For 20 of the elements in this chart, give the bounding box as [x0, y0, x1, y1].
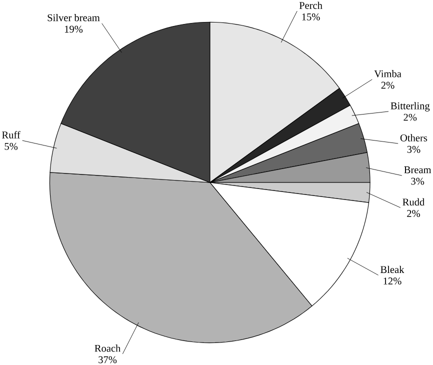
slice-label: Roach — [94, 344, 121, 352]
slice-label: Ruff — [2, 131, 20, 138]
data-label: 19% — [64, 26, 83, 33]
slice-label: Others — [400, 134, 428, 142]
slice-label: Bream — [404, 166, 432, 174]
slice-label: Perch — [299, 2, 322, 9]
data-label: 2% — [407, 210, 420, 218]
data-label: 5% — [4, 142, 18, 150]
data-label: 37% — [98, 356, 117, 364]
data-label: 15% — [302, 13, 320, 20]
data-label: 2% — [404, 114, 417, 121]
data-label: 3% — [407, 146, 420, 153]
data-label: 12% — [384, 278, 402, 285]
slice-label: Bleak — [380, 266, 404, 274]
slice-label: Rudd — [402, 198, 425, 206]
slice-label: Silver bream — [48, 14, 100, 22]
slice-label: Bitterling — [390, 102, 430, 112]
slice-label: Vimba — [374, 70, 402, 78]
data-label: 3% — [411, 178, 424, 185]
data-label: 2% — [381, 82, 394, 89]
